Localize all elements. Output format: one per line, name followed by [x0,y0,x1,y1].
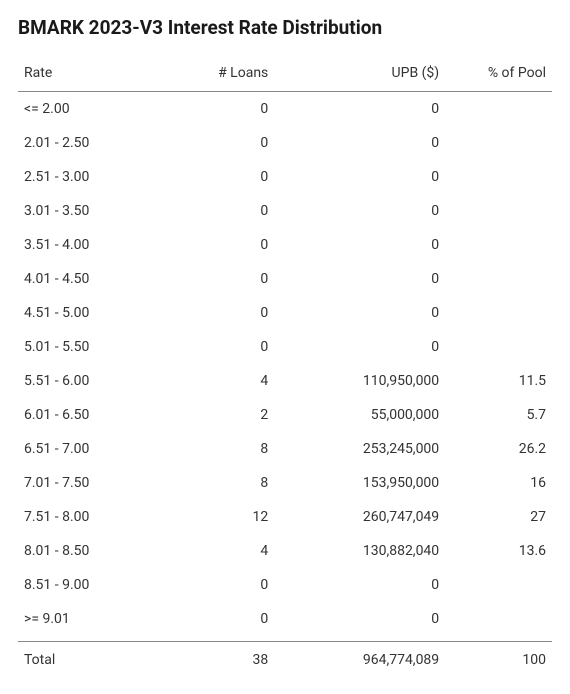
cell-upb: 55,000,000 [274,398,445,432]
cell-pct [445,296,552,330]
cell-loans: 0 [157,262,274,296]
cell-pct [445,568,552,602]
cell-upb: 0 [274,568,445,602]
table-row: 2.01 - 2.5000 [18,126,552,160]
cell-rate: 2.51 - 3.00 [18,160,157,194]
cell-rate: 7.01 - 7.50 [18,466,157,500]
cell-loans: 0 [157,194,274,228]
col-header-rate: Rate [18,57,157,92]
table-row: 2.51 - 3.0000 [18,160,552,194]
cell-pct: 16 [445,466,552,500]
cell-upb: 0 [274,330,445,364]
cell-upb: 0 [274,228,445,262]
cell-upb: 130,882,040 [274,534,445,568]
cell-upb: 0 [274,160,445,194]
table-row: 7.51 - 8.0012260,747,04927 [18,500,552,534]
distribution-table: Rate # Loans UPB ($) % of Pool <= 2.0000… [18,57,552,678]
table-total-row: Total 38 964,774,089 100 [18,642,552,679]
cell-loans: 0 [157,330,274,364]
table-body: <= 2.00002.01 - 2.50002.51 - 3.00003.01 … [18,92,552,642]
cell-loans: 12 [157,500,274,534]
cell-loans: 0 [157,228,274,262]
col-header-loans: # Loans [157,57,274,92]
cell-pct: 5.7 [445,398,552,432]
cell-rate: 3.51 - 4.00 [18,228,157,262]
cell-rate: 5.01 - 5.50 [18,330,157,364]
cell-upb: 0 [274,602,445,642]
cell-loans: 8 [157,432,274,466]
table-row: 4.51 - 5.0000 [18,296,552,330]
total-loans: 38 [157,642,274,679]
table-row: 3.51 - 4.0000 [18,228,552,262]
cell-upb: 253,245,000 [274,432,445,466]
cell-pct [445,194,552,228]
cell-rate: 6.51 - 7.00 [18,432,157,466]
cell-upb: 0 [274,262,445,296]
cell-rate: 4.51 - 5.00 [18,296,157,330]
cell-upb: 0 [274,194,445,228]
cell-pct [445,92,552,127]
table-row: 6.51 - 7.008253,245,00026.2 [18,432,552,466]
table-row: >= 9.0100 [18,602,552,642]
cell-loans: 4 [157,364,274,398]
cell-upb: 0 [274,126,445,160]
cell-rate: 7.51 - 8.00 [18,500,157,534]
cell-loans: 0 [157,568,274,602]
page-title: BMARK 2023-V3 Interest Rate Distribution [18,16,552,39]
cell-rate: <= 2.00 [18,92,157,127]
cell-loans: 0 [157,126,274,160]
table-row: 8.01 - 8.504130,882,04013.6 [18,534,552,568]
cell-rate: 3.01 - 3.50 [18,194,157,228]
cell-loans: 2 [157,398,274,432]
cell-rate: 2.01 - 2.50 [18,126,157,160]
cell-pct [445,160,552,194]
table-row: 6.01 - 6.50255,000,0005.7 [18,398,552,432]
cell-loans: 0 [157,296,274,330]
total-pct: 100 [445,642,552,679]
col-header-upb: UPB ($) [274,57,445,92]
table-row: <= 2.0000 [18,92,552,127]
cell-pct [445,228,552,262]
cell-upb: 153,950,000 [274,466,445,500]
cell-pct: 26.2 [445,432,552,466]
cell-upb: 0 [274,92,445,127]
table-row: 5.51 - 6.004110,950,00011.5 [18,364,552,398]
cell-loans: 0 [157,602,274,642]
cell-rate: 5.51 - 6.00 [18,364,157,398]
table-row: 8.51 - 9.0000 [18,568,552,602]
cell-pct: 13.6 [445,534,552,568]
total-label: Total [18,642,157,679]
cell-upb: 260,747,049 [274,500,445,534]
cell-rate: >= 9.01 [18,602,157,642]
cell-pct: 11.5 [445,364,552,398]
total-upb: 964,774,089 [274,642,445,679]
cell-rate: 8.51 - 9.00 [18,568,157,602]
cell-pct [445,262,552,296]
cell-rate: 6.01 - 6.50 [18,398,157,432]
cell-pct: 27 [445,500,552,534]
cell-pct [445,126,552,160]
table-row: 7.01 - 7.508153,950,00016 [18,466,552,500]
cell-upb: 0 [274,296,445,330]
table-row: 4.01 - 4.5000 [18,262,552,296]
table-row: 5.01 - 5.5000 [18,330,552,364]
table-row: 3.01 - 3.5000 [18,194,552,228]
cell-rate: 4.01 - 4.50 [18,262,157,296]
cell-loans: 4 [157,534,274,568]
cell-upb: 110,950,000 [274,364,445,398]
cell-loans: 8 [157,466,274,500]
cell-pct [445,330,552,364]
cell-rate: 8.01 - 8.50 [18,534,157,568]
cell-pct [445,602,552,642]
col-header-pct: % of Pool [445,57,552,92]
cell-loans: 0 [157,92,274,127]
cell-loans: 0 [157,160,274,194]
table-header-row: Rate # Loans UPB ($) % of Pool [18,57,552,92]
